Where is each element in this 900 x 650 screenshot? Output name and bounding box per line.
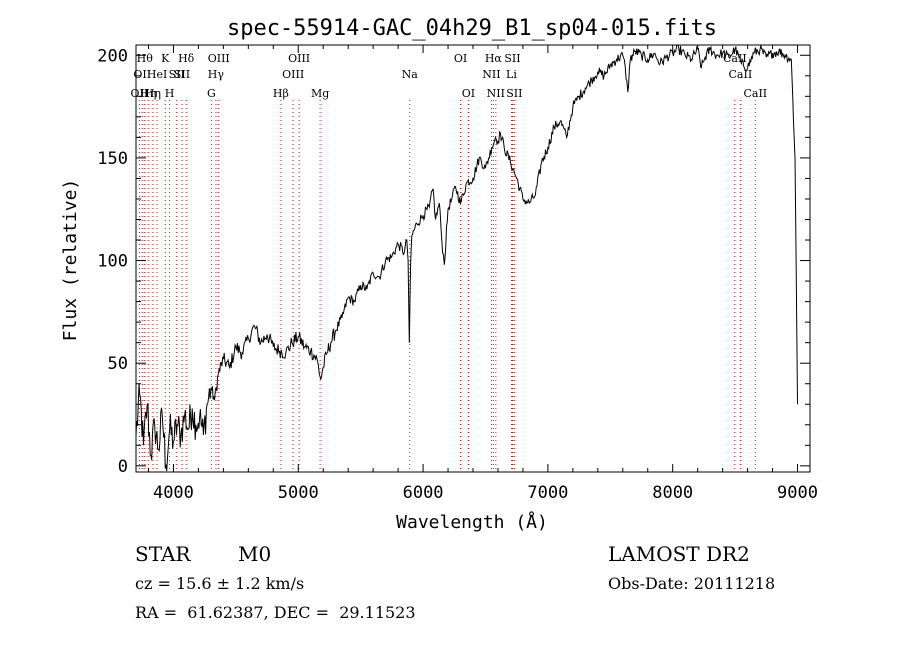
line-marker-label: SII [169,68,185,81]
line-marker-label: Hθ [137,52,154,65]
x-tick-label: 9000 [777,483,818,503]
spectral-line-markers: OIIOIIHθHηHηHeIKHSIISIIHδGHγOIIIHβOIIIOI… [131,52,767,472]
line-marker-label: Hβ [273,87,289,100]
line-marker-label: CaII [729,68,753,81]
line-marker-label: Hδ [178,52,195,65]
line-marker-label: OII [131,87,149,100]
line-marker-label: OIII [282,68,304,81]
y-tick-label: 150 [97,149,128,169]
line-marker-label: SII [506,87,522,100]
line-marker-label: HeI [147,68,167,81]
y-tick-label: 0 [118,457,128,477]
line-marker-label: OIII [208,52,230,65]
y-tick-label: 200 [97,46,128,66]
line-marker-label: G [207,87,216,100]
line-marker-label: OIII [288,52,310,65]
line-marker-label: K [161,52,170,65]
x-tick-label: 8000 [652,483,693,503]
line-marker-label: Na [402,68,419,81]
line-marker-label: NII [482,68,500,81]
line-marker-label: CaII [743,87,767,100]
coordinates: RA = 61.62387, DEC = 29.11523 [135,603,416,622]
spectrum-line [135,44,798,472]
plot-frame [135,44,811,473]
line-marker-label: SII [174,68,190,81]
line-marker-label: OI [454,52,467,65]
x-tick-label: 6000 [403,483,444,503]
subclass: M0 [238,542,272,566]
y-axis-label: Flux (relative) [60,179,81,342]
line-marker-label: H [165,87,175,100]
x-tick-label: 4000 [153,483,194,503]
y-tick-label: 100 [97,252,128,272]
line-marker-label: SII [504,52,520,65]
line-marker-label: Hη [145,87,161,100]
line-marker-label: Hα [485,52,503,65]
object-type: STAR [135,542,191,566]
line-marker-label: Mg [311,87,329,100]
axes: 4000 5000 6000 7000 8000 9000 0 50 100 150 200 [97,45,818,503]
x-tick-label: 5000 [278,483,319,503]
line-marker-label: NII [487,87,505,100]
line-marker-label: Li [506,68,517,81]
obs-date: Obs-Date: 20111218 [608,574,776,593]
velocity: cz = 15.6 ± 1.2 km/s [135,574,305,593]
x-axis-label: Wavelength (Å) [396,511,548,533]
line-marker-label: OII [133,68,151,81]
chart-title: spec-55914-GAC_04h29_B1_sp04-015.fits [227,16,717,41]
line-marker-label: Hη [140,87,156,100]
x-tick-label: 7000 [527,483,568,503]
y-tick-label: 50 [108,354,128,374]
line-marker-label: Hγ [208,68,225,81]
survey-name: LAMOST DR2 [608,542,750,566]
line-marker-label: OI [462,87,475,100]
